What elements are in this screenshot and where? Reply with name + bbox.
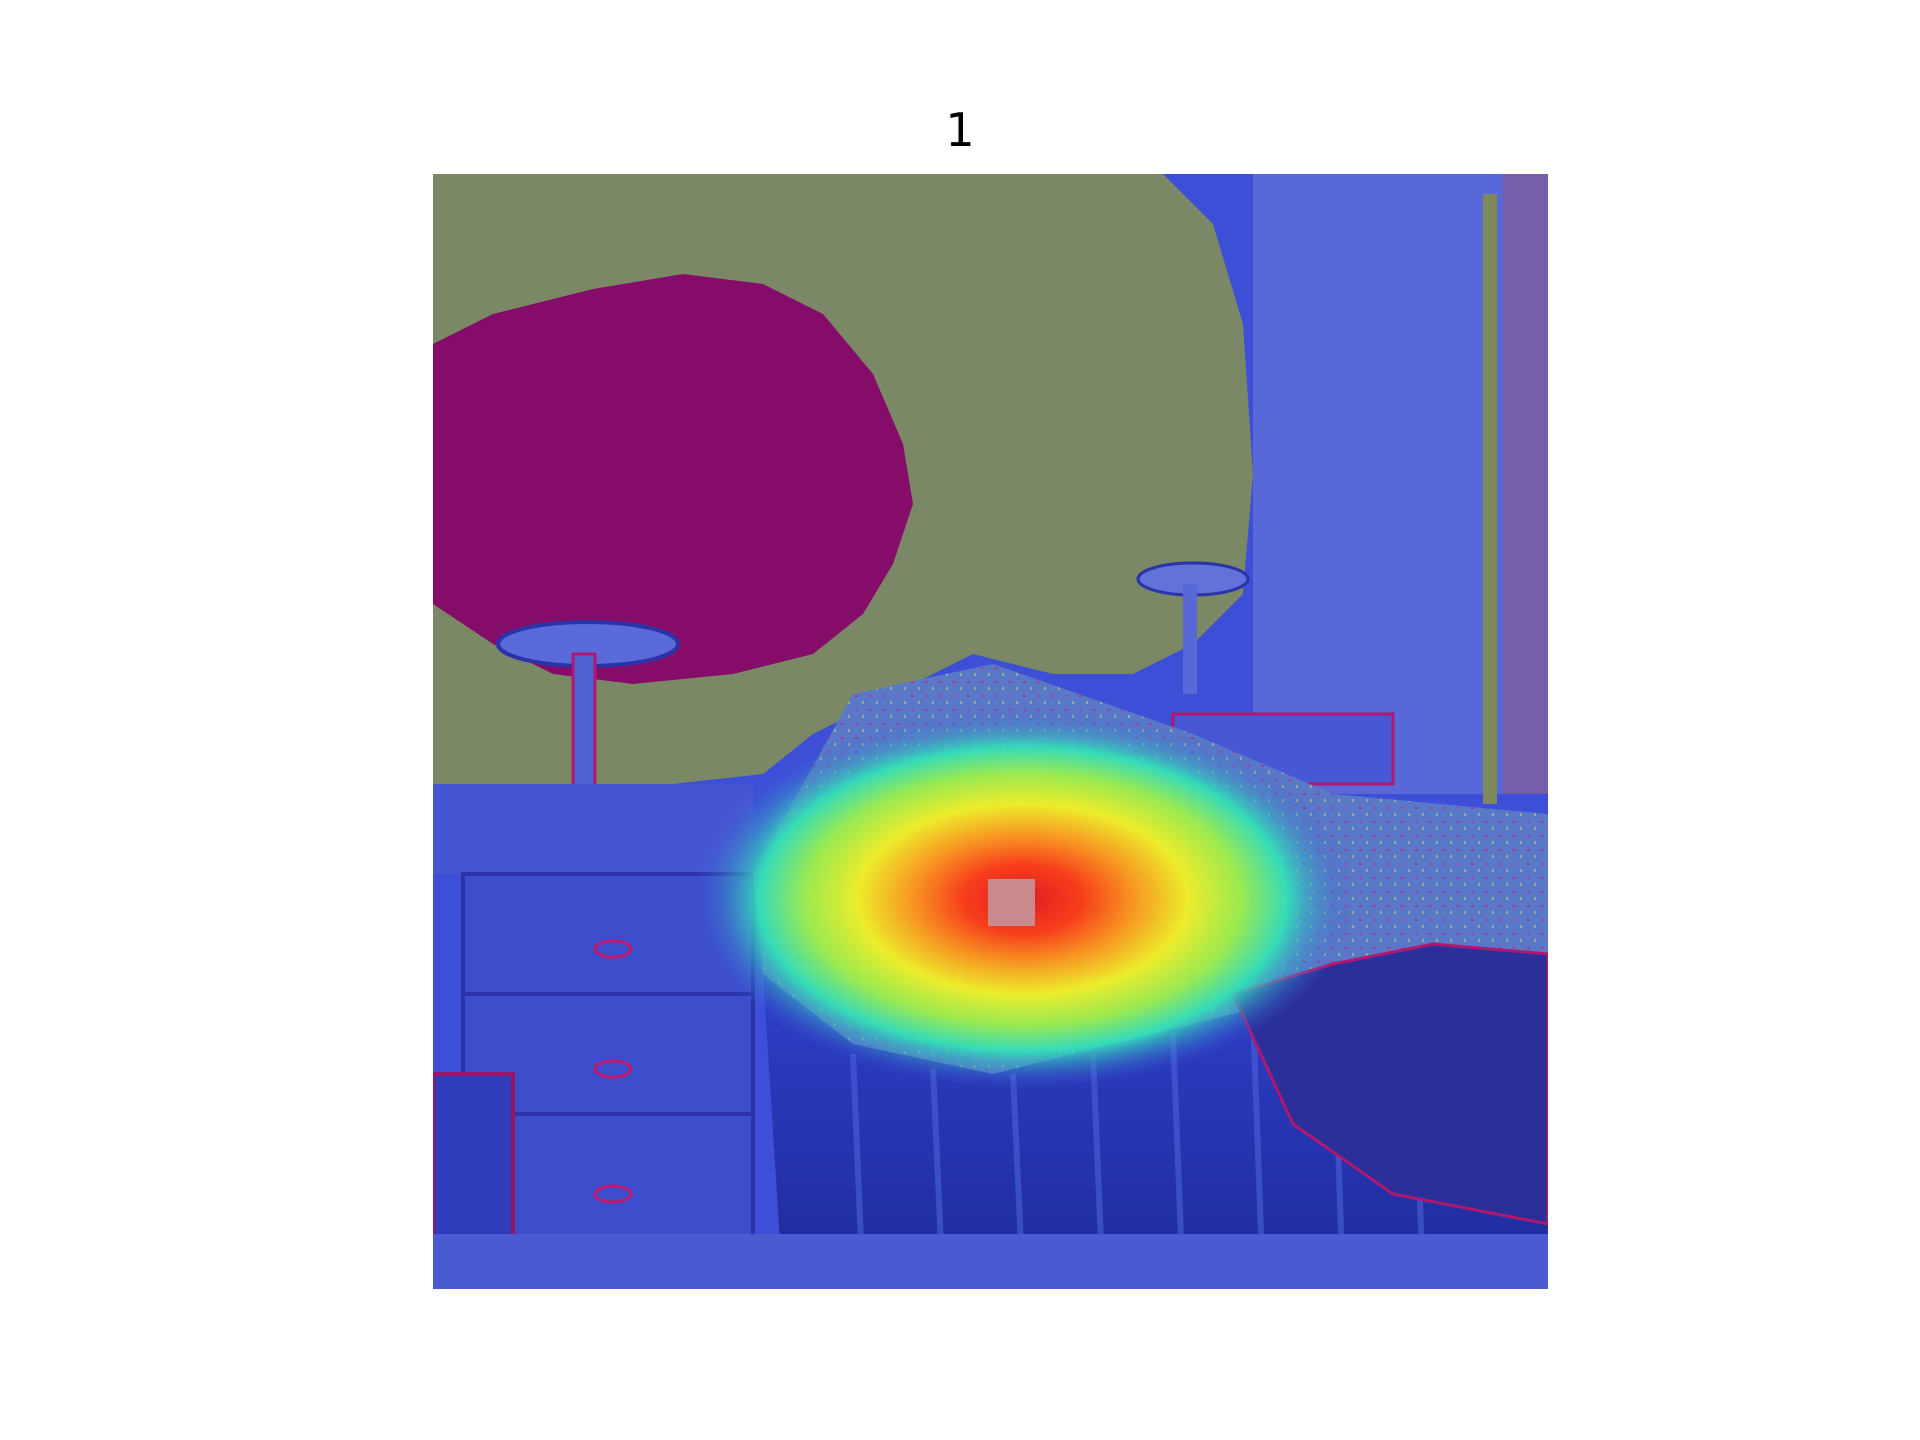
heatmap-overlay-image — [433, 174, 1548, 1289]
right-lamp-stand — [1183, 584, 1197, 694]
drawer-knob — [593, 1059, 633, 1079]
curtain-rod — [1483, 194, 1497, 804]
floor — [433, 1234, 1548, 1289]
heatmap-svg — [433, 174, 1548, 1289]
dark-wall-region — [433, 274, 913, 684]
drawer-knob — [593, 939, 633, 959]
peak-marker — [988, 879, 1035, 926]
curtain-edge — [1503, 174, 1548, 794]
figure-title: 1 — [945, 103, 975, 157]
drawer-knob — [593, 1184, 633, 1204]
quilt-corner — [1230, 942, 1548, 1226]
left-lamp-stand — [571, 652, 597, 796]
right-wall — [1253, 174, 1548, 794]
dresser-top — [433, 784, 753, 874]
